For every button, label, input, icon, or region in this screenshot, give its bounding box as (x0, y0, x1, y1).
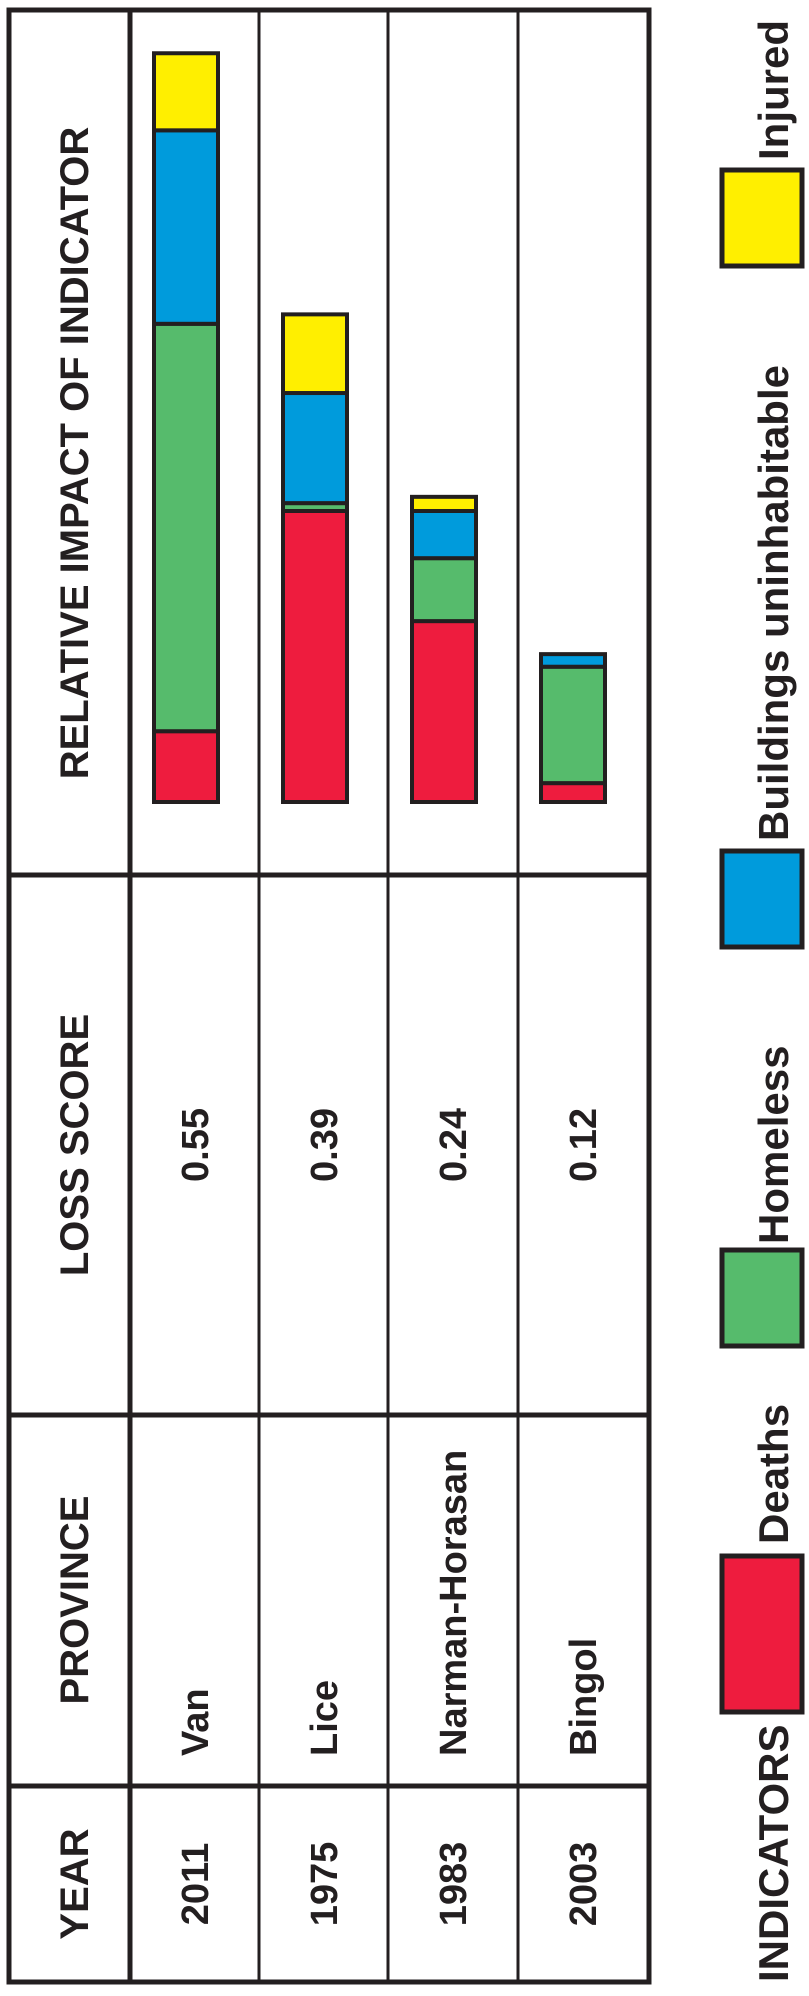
bar-segment-buildings-uninhabitable-bingol (539, 652, 607, 669)
bar-segment-deaths-bingol (539, 781, 607, 804)
legend-title: INDICATORS (750, 1725, 797, 1982)
bar-segment-homeless-van (152, 321, 220, 734)
legend-label-homeless: Homeless (750, 1046, 797, 1244)
bar-segment-injured-narman-horasan (410, 494, 478, 513)
legend-label-injured: Injured (750, 20, 797, 160)
legend-swatch-buildings (719, 848, 805, 950)
legend-swatch-homeless (719, 1247, 805, 1349)
legend-label-deaths: Deaths (750, 1404, 797, 1544)
bar-segment-homeless-bingol (539, 664, 607, 786)
legend-swatch-deaths (719, 1553, 805, 1715)
header-relative-impact: RELATIVE IMPACT OF INDICATOR (53, 127, 97, 780)
row-loss-score: 0.12 (563, 1108, 605, 1182)
legend-swatch-injured (719, 167, 805, 269)
bar-segment-buildings-uninhabitable-van (152, 128, 220, 326)
bar-segment-deaths-narman-horasan (410, 619, 478, 804)
row-province: Lice (304, 1680, 346, 1756)
row-loss-score: 0.39 (304, 1108, 346, 1182)
bar-segment-homeless-narman-horasan (410, 556, 478, 624)
header-province: PROVINCE (53, 1496, 97, 1705)
row-year: 2003 (563, 1842, 605, 1927)
header-year: YEAR (53, 1828, 97, 1939)
row-year: 1983 (433, 1842, 475, 1927)
legend: INDICATORS Deaths Homeless Buildings uni… (719, 20, 805, 1982)
row-loss-score: 0.24 (433, 1108, 475, 1182)
row-loss-score: 0.55 (175, 1108, 217, 1182)
row-year: 1975 (304, 1842, 346, 1927)
bar-segment-buildings-uninhabitable-narman-horasan (410, 508, 478, 561)
bar-segment-deaths-lice (281, 508, 349, 804)
bar-segment-deaths-van (152, 729, 220, 804)
row-province: Narman-Horasan (433, 1450, 475, 1756)
legend-label-buildings: Buildings uninhabitable (750, 365, 797, 841)
row-province: Bingol (563, 1638, 605, 1756)
bar-segment-injured-lice (281, 312, 349, 396)
bar-segment-injured-van (152, 51, 220, 133)
table-grid (6, 7, 652, 1985)
stacked-bars (152, 51, 607, 804)
bar-segment-buildings-uninhabitable-lice (281, 391, 349, 506)
row-year: 2011 (175, 1843, 217, 1925)
header-loss-score: LOSS SCORE (53, 1014, 97, 1276)
row-province: Van (175, 1688, 217, 1756)
